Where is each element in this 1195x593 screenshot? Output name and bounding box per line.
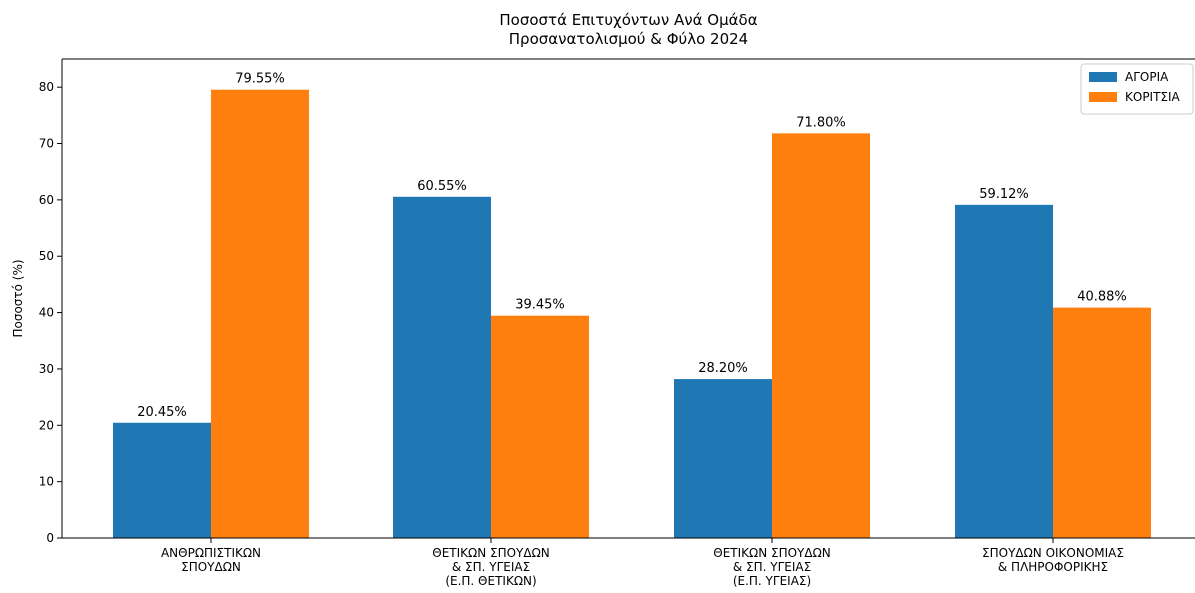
x-tick-label: & ΣΠ. ΥΓΕΙΑΣ bbox=[452, 560, 530, 574]
y-tick-label: 0 bbox=[46, 531, 54, 545]
bar-value-label: 59.12% bbox=[979, 187, 1029, 202]
bar-value-label: 28.20% bbox=[698, 361, 748, 376]
y-tick-label: 30 bbox=[39, 362, 54, 376]
bar-ΑΓΟΡΙΑ-1 bbox=[393, 196, 491, 538]
bar-ΚΟΡΙΤΣΙΑ-3 bbox=[1053, 307, 1151, 538]
legend: ΑΓΟΡΙΑ ΚΟΡΙΤΣΙΑ bbox=[1080, 63, 1194, 115]
x-tick-label: ΣΠΟΥΔΩΝ bbox=[181, 560, 241, 574]
x-tick-label: & ΠΛΗΡΟΦΟΡΙΚΗΣ bbox=[998, 560, 1108, 574]
x-tick-label: (Ε.Π. ΥΓΕΙΑΣ) bbox=[733, 574, 811, 588]
y-axis-ticks: 0 10 20 30 40 50 60 70 80 bbox=[39, 80, 62, 545]
y-tick-label: 40 bbox=[39, 306, 54, 320]
legend-swatch-0 bbox=[1089, 72, 1117, 82]
bar-ΑΓΟΡΙΑ-2 bbox=[674, 379, 772, 538]
y-axis-label: Ποσοστό (%) bbox=[11, 259, 25, 337]
legend-swatch-1 bbox=[1089, 92, 1117, 102]
y-tick-label: 20 bbox=[39, 418, 54, 432]
x-tick-label: (Ε.Π. ΘΕΤΙΚΩΝ) bbox=[445, 574, 536, 588]
y-tick-label: 70 bbox=[39, 137, 54, 151]
x-tick-label: ΑΝΘΡΩΠΙΣΤΙΚΩΝ bbox=[161, 546, 261, 560]
legend-label-0: ΑΓΟΡΙΑ bbox=[1125, 70, 1169, 84]
bar-value-label: 79.55% bbox=[235, 72, 285, 87]
legend-label-1: ΚΟΡΙΤΣΙΑ bbox=[1125, 90, 1181, 104]
x-tick-label: & ΣΠ. ΥΓΕΙΑΣ bbox=[733, 560, 811, 574]
bar-value-labels: 20.45% 60.55% 28.20% 59.12% 79.55% 39.45% 71.8… bbox=[137, 72, 1127, 420]
bar-ΑΓΟΡΙΑ-0 bbox=[113, 422, 211, 538]
bar-ΚΟΡΙΤΣΙΑ-0 bbox=[211, 89, 309, 539]
axes-frame bbox=[61, 58, 1195, 539]
bar-value-label: 60.55% bbox=[417, 179, 467, 194]
bars bbox=[113, 89, 1151, 539]
bar-ΚΟΡΙΤΣΙΑ-2 bbox=[772, 133, 870, 539]
bar-ΚΟΡΙΤΣΙΑ-1 bbox=[491, 315, 589, 538]
chart-title: Ποσοστά Επιτυχόντων Ανά ΟμάδαΠροσανατολι… bbox=[499, 11, 757, 48]
bar-ΑΓΟΡΙΑ-3 bbox=[955, 204, 1053, 538]
chart-title-line-1: Προσανατολισμού & Φύλο 2024 bbox=[509, 30, 748, 48]
bar-value-label: 71.80% bbox=[796, 115, 846, 130]
y-tick-label: 80 bbox=[39, 80, 54, 94]
x-tick-label: ΘΕΤΙΚΩΝ ΣΠΟΥΔΩΝ bbox=[432, 546, 549, 560]
y-tick-label: 50 bbox=[39, 249, 54, 263]
chart-title-line-0: Ποσοστά Επιτυχόντων Ανά Ομάδα bbox=[499, 11, 757, 29]
x-tick-label: ΘΕΤΙΚΩΝ ΣΠΟΥΔΩΝ bbox=[713, 546, 830, 560]
y-axis-label-group: Ποσοστό (%) bbox=[11, 259, 25, 337]
bar-value-label: 20.45% bbox=[137, 405, 187, 420]
bar-value-label: 40.88% bbox=[1077, 290, 1127, 305]
y-tick-label: 10 bbox=[39, 475, 54, 489]
bar-value-label: 39.45% bbox=[515, 298, 565, 313]
x-tick-label: ΣΠΟΥΔΩΝ ΟΙΚΟΝΟΜΙΑΣ bbox=[982, 546, 1124, 560]
y-tick-label: 60 bbox=[39, 193, 54, 207]
